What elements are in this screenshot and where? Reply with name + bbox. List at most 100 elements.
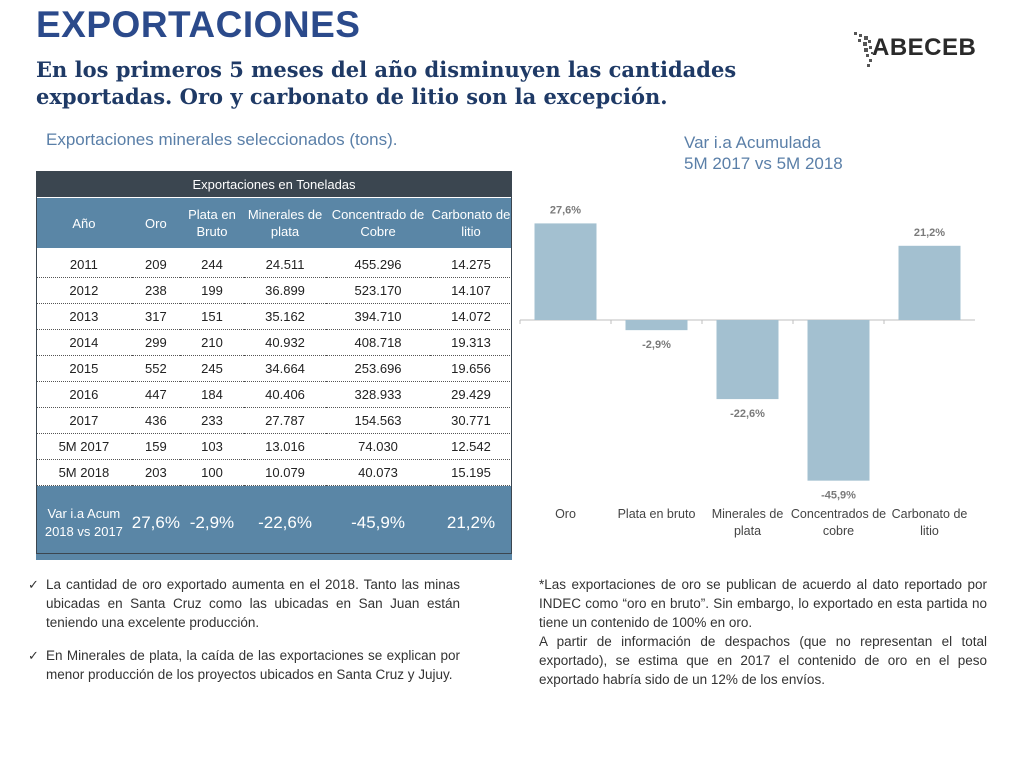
table-cell: 24.511 (243, 248, 327, 278)
acum-value: 21,2% (429, 485, 512, 560)
category-label: Carbonato de (892, 507, 968, 521)
column-header: Año (36, 197, 132, 248)
table-cell: 2016 (36, 381, 132, 408)
table-cell: 2012 (36, 277, 132, 304)
table-cell: 394.710 (326, 303, 430, 330)
table-cell: 5M 2018 (36, 459, 132, 486)
table-cell: 103 (179, 433, 244, 460)
acum-value: 27,6% (131, 485, 180, 560)
table-cell: 29.429 (429, 381, 512, 408)
acum-value: -22,6% (243, 485, 327, 560)
note-dispatch-estimate: A partir de información de despachos (qu… (539, 634, 987, 687)
notes-right: *Las exportaciones de oro se publican de… (539, 575, 987, 689)
table-cell: 2013 (36, 303, 132, 330)
table-cell: 40.406 (243, 381, 327, 408)
column-header: Carbonato de litio (429, 197, 512, 248)
table-cell: 35.162 (243, 303, 327, 330)
table-cell: 209 (131, 248, 180, 278)
table-row: 2013 317 151 35.162 394.710 14.072 (36, 303, 512, 330)
table-cell: 40.073 (326, 459, 430, 486)
table-cell: 34.664 (243, 355, 327, 382)
bar-0 (534, 223, 597, 320)
data-label: 21,2% (914, 227, 945, 239)
table-cell: 317 (131, 303, 180, 330)
table-cell: 210 (179, 329, 244, 356)
table-cell: 2015 (36, 355, 132, 382)
table-cell: 27.787 (243, 407, 327, 434)
data-label: -2,9% (642, 339, 671, 351)
column-header: Plata en Bruto (179, 197, 244, 248)
category-label: plata (734, 524, 761, 538)
bar-chart: 27,6% Oro -2,9% Plata en bruto -22,6% Mineral… (519, 204, 975, 538)
table-row: 2015 552 245 34.664 253.696 19.656 (36, 355, 512, 382)
table-caption: Exportaciones minerales seleccionados (t… (46, 130, 398, 149)
table-cell: 2017 (36, 407, 132, 434)
table-cell: 40.932 (243, 329, 327, 356)
table-cell: 159 (131, 433, 180, 460)
table-cell: 12.542 (429, 433, 512, 460)
table-row: 5M 2017 159 103 13.016 74.030 12.542 (36, 433, 512, 460)
table-cell: 14.107 (429, 277, 512, 304)
table-cell: 244 (179, 248, 244, 278)
table-cell: 523.170 (326, 277, 430, 304)
table-cell: 447 (131, 381, 180, 408)
table-cell: 199 (179, 277, 244, 304)
table-row: 2014 299 210 40.932 408.718 19.313 (36, 329, 512, 356)
table-header-row: Año Oro Plata en Bruto Minerales de plata Co… (36, 197, 512, 248)
data-label: 27,6% (550, 204, 581, 216)
data-label: -22,6% (730, 408, 765, 420)
checkmark-icon: ✓ (28, 648, 39, 663)
table-cell: 154.563 (326, 407, 430, 434)
category-label: Minerales de (712, 507, 784, 521)
table-cell: 14.072 (429, 303, 512, 330)
chart-title-line1: Var i.a Acumulada (684, 133, 821, 152)
table-cell: 233 (179, 407, 244, 434)
category-label: Plata en bruto (618, 507, 696, 521)
table-cell: 552 (131, 355, 180, 382)
note-text: En Minerales de plata, la caída de las e… (46, 648, 460, 682)
acum-value: -2,9% (179, 485, 244, 560)
table-row: 2016 447 184 40.406 328.933 29.429 (36, 381, 512, 408)
category-label: Concentrados de (791, 507, 886, 521)
exports-table: Exportaciones en Toneladas Año Oro Plata e… (36, 171, 512, 560)
table-cell: 151 (179, 303, 244, 330)
category-label: cobre (823, 524, 854, 538)
table-cell: 5M 2017 (36, 433, 132, 460)
table-cell: 15.195 (429, 459, 512, 486)
bar-1 (625, 320, 688, 331)
table-cell: 436 (131, 407, 180, 434)
table-cell: 100 (179, 459, 244, 486)
notes-left: ✓ La cantidad de oro exportado aumenta e… (28, 575, 460, 698)
page-subtitle: En los primeros 5 meses del año disminuy… (36, 57, 737, 109)
chart-title: Var i.a Acumulada 5M 2017 vs 5M 2018 (684, 132, 843, 174)
table-cell: 328.933 (326, 381, 430, 408)
bar-2 (716, 320, 779, 400)
category-label: Oro (555, 507, 576, 521)
table-cell: 14.275 (429, 248, 512, 278)
table-cell: 36.899 (243, 277, 327, 304)
table-row-acum: Var i.a Acum 2018 vs 2017 27,6% -2,9% -22,6… (36, 485, 512, 560)
table-cell: 203 (131, 459, 180, 486)
note-silver: ✓ En Minerales de plata, la caída de las… (28, 646, 460, 684)
table-cell: 245 (179, 355, 244, 382)
table-cell: 30.771 (429, 407, 512, 434)
table-cell: 2014 (36, 329, 132, 356)
table-row: 2012 238 199 36.899 523.170 14.107 (36, 277, 512, 304)
note-text: La cantidad de oro exportado aumenta en … (46, 577, 460, 630)
acum-label: Var i.a Acum 2018 vs 2017 (36, 485, 132, 560)
table-cell: 13.016 (243, 433, 327, 460)
table-cell: 299 (131, 329, 180, 356)
bar-3 (807, 320, 870, 481)
page-title: EXPORTACIONES (36, 4, 361, 45)
table-cell: 455.296 (326, 248, 430, 278)
column-header: Oro (131, 197, 180, 248)
table-cell: 10.079 (243, 459, 327, 486)
table-row: 2017 436 233 27.787 154.563 30.771 (36, 407, 512, 434)
table-cell: 19.656 (429, 355, 512, 382)
note-gold-footnote: *Las exportaciones de oro se publican de… (539, 577, 987, 630)
table-cell: 74.030 (326, 433, 430, 460)
table-body: 2011 209 244 24.511 455.296 14.275 2012 238 199 3… (36, 248, 512, 560)
checkmark-icon: ✓ (28, 577, 39, 592)
note-gold: ✓ La cantidad de oro exportado aumenta e… (28, 575, 460, 632)
table-cell: 238 (131, 277, 180, 304)
